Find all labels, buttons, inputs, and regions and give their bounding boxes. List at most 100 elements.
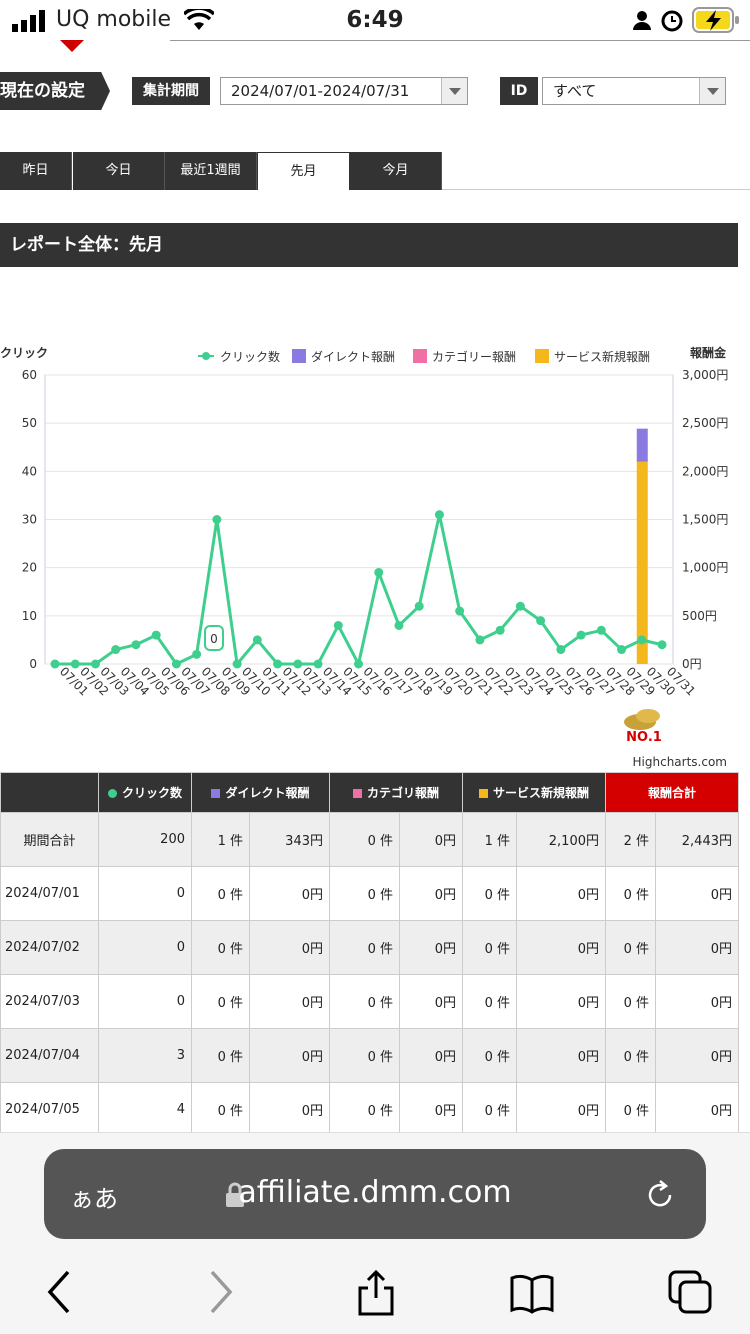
- table-cell: 0 件: [191, 1028, 250, 1083]
- y-tick-left: 30: [22, 513, 37, 527]
- tab-divider: [442, 189, 750, 190]
- tab-last-month[interactable]: 先月: [257, 152, 350, 190]
- y-tick-right: 0円: [682, 657, 702, 671]
- caret-down-icon: [60, 40, 84, 52]
- table-cell: 0 件: [329, 1028, 400, 1083]
- y-tick-right: 500円: [682, 609, 717, 623]
- divider: [170, 40, 750, 41]
- y-tick-left: 40: [22, 464, 37, 478]
- forward-icon[interactable]: [196, 1268, 244, 1316]
- period-value: 2024/07/01-2024/07/31: [231, 82, 410, 100]
- chart-grid: [44, 374, 674, 665]
- clicks-point: [333, 620, 343, 630]
- header-date: [0, 772, 99, 813]
- table-cell: 0 件: [605, 866, 656, 921]
- legend-item: ダイレクト報酬: [311, 349, 395, 364]
- chart-tooltip: 0: [204, 625, 224, 651]
- alarm-icon: [661, 10, 683, 32]
- back-icon[interactable]: [36, 1268, 84, 1316]
- table-cell: 0 件: [191, 866, 250, 921]
- table-cell: 0円: [399, 812, 463, 867]
- y-tick-right: 1,000円: [682, 561, 728, 575]
- row-label: 2024/07/05: [0, 1082, 99, 1137]
- clicks-point: [455, 606, 465, 616]
- header-direct: ダイレクト報酬: [191, 772, 330, 813]
- url-text: affiliate.dmm.com: [238, 1175, 512, 1210]
- bar-series: [636, 428, 648, 664]
- table-cell: 0円: [399, 920, 463, 975]
- battery-icon: [692, 7, 739, 33]
- y-axis-left-label: クリック: [0, 346, 48, 360]
- report-table: クリック数 ダイレクト報酬 カテゴリ報酬 サービス新規報酬 報酬合計 期間合計 2…: [0, 772, 739, 1137]
- clicks-line: [55, 513, 663, 666]
- row-label: 2024/07/03: [0, 974, 99, 1029]
- status-bar: UQ mobile 6:49: [0, 0, 750, 42]
- chart-legend[interactable]: クリック数 ダイレクト報酬 カテゴリー報酬 サービス新規報酬: [198, 349, 650, 364]
- period-label: 集計期間: [132, 77, 210, 105]
- row-label: 期間合計: [0, 812, 99, 867]
- table-cell: 0円: [249, 1082, 330, 1137]
- clicks-point: [313, 659, 323, 669]
- y-tick-left: 20: [22, 561, 37, 575]
- clicks-series: [50, 510, 667, 669]
- tab-yesterday[interactable]: 昨日: [0, 152, 72, 190]
- table-cell: 0 件: [329, 812, 400, 867]
- table-cell: 0 件: [605, 1082, 656, 1137]
- no1-badge-icon: NO.1: [624, 709, 662, 745]
- bar-direct: [636, 428, 648, 462]
- period-select[interactable]: 2024/07/01-2024/07/31: [220, 77, 468, 105]
- clicks-point: [354, 659, 363, 669]
- signal-icon: [12, 10, 45, 32]
- table-cell: 0円: [655, 866, 739, 921]
- report-chart: クリック数 ダイレクト報酬 カテゴリー報酬 サービス新規報酬 0 10 20 30 40 50 6…: [0, 345, 728, 769]
- chevron-down-icon[interactable]: [699, 78, 725, 104]
- clock-time: 6:49: [346, 7, 404, 33]
- clicks-point: [475, 635, 485, 645]
- clicks-point: [536, 616, 546, 626]
- table-cell: 0円: [249, 920, 330, 975]
- chevron-down-icon[interactable]: [441, 78, 467, 104]
- y-axis-left: 0 10 20 30 40 50 60: [22, 368, 37, 671]
- y-axis-right: 0円 500円 1,000円 1,500円 2,000円 2,500円 3,000円: [682, 368, 728, 671]
- row-label: 2024/07/04: [0, 1028, 99, 1083]
- table-row: 2024/07/02 0 0 件 0円 0 件 0円 0 件 0円 0 件 0円: [0, 920, 739, 975]
- table-cell: 0円: [249, 866, 330, 921]
- y-tick-left: 60: [22, 368, 37, 382]
- legend-marker: [292, 349, 306, 363]
- clicks-point: [515, 601, 525, 611]
- address-bar[interactable]: ぁあ affiliate.dmm.com: [44, 1149, 706, 1239]
- carrier-name: UQ mobile: [56, 7, 172, 32]
- clicks-point: [111, 645, 121, 655]
- legend-marker: [202, 352, 210, 360]
- id-select[interactable]: すべて: [542, 77, 726, 105]
- table-row: 2024/07/05 4 0 件 0円 0 件 0円 0 件 0円 0 件 0円: [0, 1082, 739, 1137]
- table-cell: 200: [98, 812, 192, 867]
- share-icon[interactable]: [352, 1268, 400, 1316]
- table-cell: 0円: [249, 974, 330, 1029]
- table-cell: 0円: [655, 920, 739, 975]
- y-tick-right: 1,500円: [682, 513, 728, 527]
- table-cell: 1 件: [191, 812, 250, 867]
- row-label: 2024/07/01: [0, 866, 99, 921]
- table-cell: 0円: [516, 1082, 606, 1137]
- clicks-point: [70, 659, 80, 669]
- table-cell: 343円: [249, 812, 330, 867]
- bookmarks-icon[interactable]: [508, 1268, 556, 1316]
- tab-today[interactable]: 今日: [73, 152, 165, 190]
- clicks-point: [273, 659, 283, 669]
- clicks-point: [232, 659, 242, 669]
- tabs-icon[interactable]: [666, 1268, 714, 1316]
- clicks-point: [212, 515, 222, 524]
- legend-marker: [535, 349, 549, 363]
- tab-this-month[interactable]: 今月: [350, 152, 442, 190]
- reload-icon[interactable]: [644, 1179, 676, 1211]
- id-label: ID: [500, 77, 538, 105]
- text-size-button[interactable]: ぁあ: [70, 1185, 118, 1213]
- tab-last-week[interactable]: 最近1週間: [165, 152, 257, 190]
- table-cell: 0円: [399, 974, 463, 1029]
- current-settings-label: 現在の設定: [0, 72, 110, 110]
- row-label: 2024/07/02: [0, 920, 99, 975]
- table-cell: 0 件: [605, 1028, 656, 1083]
- id-value: すべて: [553, 82, 597, 100]
- table-cell: 0 件: [462, 974, 517, 1029]
